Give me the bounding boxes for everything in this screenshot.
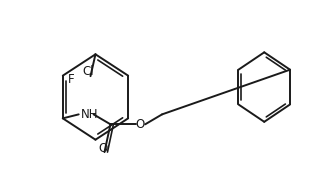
- Text: Cl: Cl: [83, 65, 94, 78]
- Text: NH: NH: [81, 108, 98, 121]
- Text: O: O: [136, 118, 145, 131]
- Text: F: F: [68, 73, 74, 86]
- Text: O: O: [99, 142, 108, 155]
